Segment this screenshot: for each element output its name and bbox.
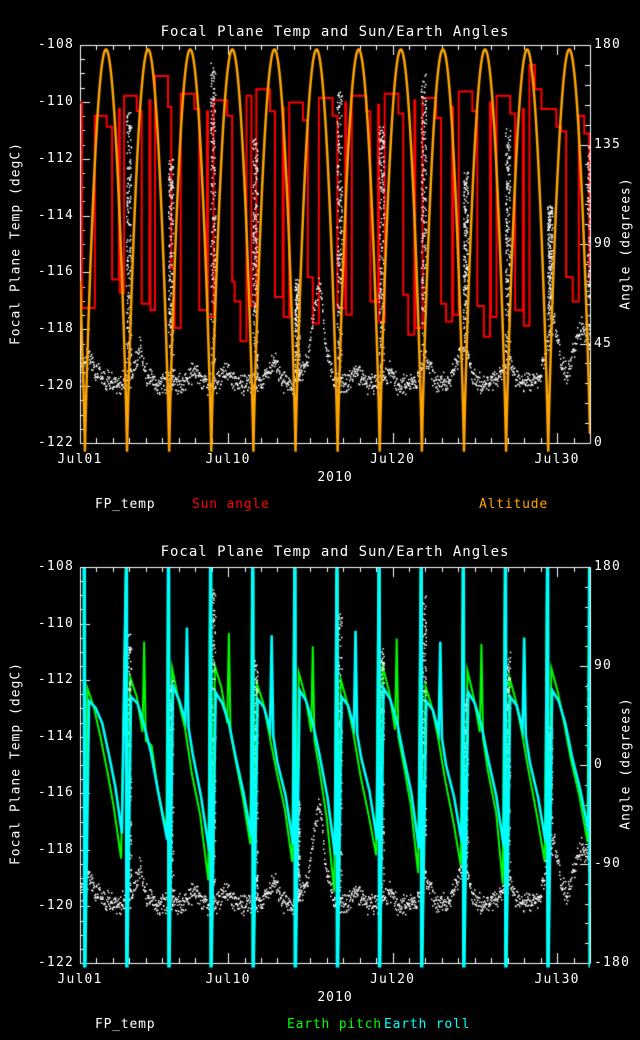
y-left-tick-label: -108 <box>37 37 74 52</box>
y-right-tick-label: 90 <box>594 236 613 251</box>
y-left-tick-label: -114 <box>37 728 74 744</box>
legend-item: FP_temp <box>95 1017 156 1032</box>
top-chart-title: Focal Plane Temp and Sun/Earth Angles <box>160 24 510 40</box>
y-left-tick-label: -114 <box>37 207 74 223</box>
x-tick-label: Jul10 <box>205 972 251 987</box>
legend-item: Sun angle <box>192 497 270 512</box>
y-left-tick-label: -120 <box>37 378 74 394</box>
y-right-tick-label: 135 <box>594 136 622 152</box>
top-chart: Focal Plane Temp and Sun/Earth Angles Fo… <box>0 0 640 520</box>
legend-item: FP_temp <box>95 497 156 512</box>
y-left-tick-label: -118 <box>37 841 74 857</box>
y-right-tick-label: 180 <box>594 559 622 574</box>
x-tick-label: Jul01 <box>57 452 103 467</box>
bottom-chart-x-axis-label: 2010 <box>317 990 353 1005</box>
top-chart-x-axis-label: 2010 <box>317 470 353 485</box>
y-right-tick-label: -180 <box>594 955 631 970</box>
y-right-tick-label: 90 <box>594 658 613 673</box>
legend-item: Earth pitch <box>287 1017 382 1032</box>
bottom-chart-title: Focal Plane Temp and Sun/Earth Angles <box>160 544 510 560</box>
x-tick-label: Jul20 <box>370 452 416 467</box>
y-left-tick-label: -122 <box>37 435 74 450</box>
legend-item: Earth roll <box>384 1017 471 1032</box>
y-left-tick-label: -112 <box>37 150 74 166</box>
y-left-tick-label: -120 <box>37 898 74 914</box>
x-tick-label: Jul20 <box>370 972 416 987</box>
y-left-tick-label: -110 <box>37 615 74 631</box>
y-left-tick-label: -118 <box>37 321 74 337</box>
y-left-tick-label: -108 <box>37 559 74 574</box>
y-right-tick-label: 0 <box>594 435 604 450</box>
x-tick-label: Jul10 <box>205 452 251 467</box>
y-left-tick-label: -110 <box>37 93 74 109</box>
bottom-chart-canvas <box>0 520 640 1040</box>
x-tick-label: Jul01 <box>57 972 103 987</box>
y-left-tick-label: -122 <box>37 955 74 970</box>
y-right-tick-label: 0 <box>594 757 604 772</box>
y-left-tick-label: -112 <box>37 672 74 688</box>
y-left-tick-label: -116 <box>37 785 74 801</box>
x-tick-label: Jul30 <box>534 452 580 467</box>
legend-item: Altitude <box>479 497 549 512</box>
y-right-tick-label: 45 <box>594 335 613 351</box>
y-right-tick-label: 180 <box>594 37 622 52</box>
y-right-tick-label: -90 <box>594 856 622 871</box>
y-left-tick-label: -116 <box>37 264 74 280</box>
top-chart-canvas <box>0 0 640 520</box>
bottom-chart: Focal Plane Temp and Sun/Earth Angles Fo… <box>0 520 640 1040</box>
x-tick-label: Jul30 <box>534 972 580 987</box>
